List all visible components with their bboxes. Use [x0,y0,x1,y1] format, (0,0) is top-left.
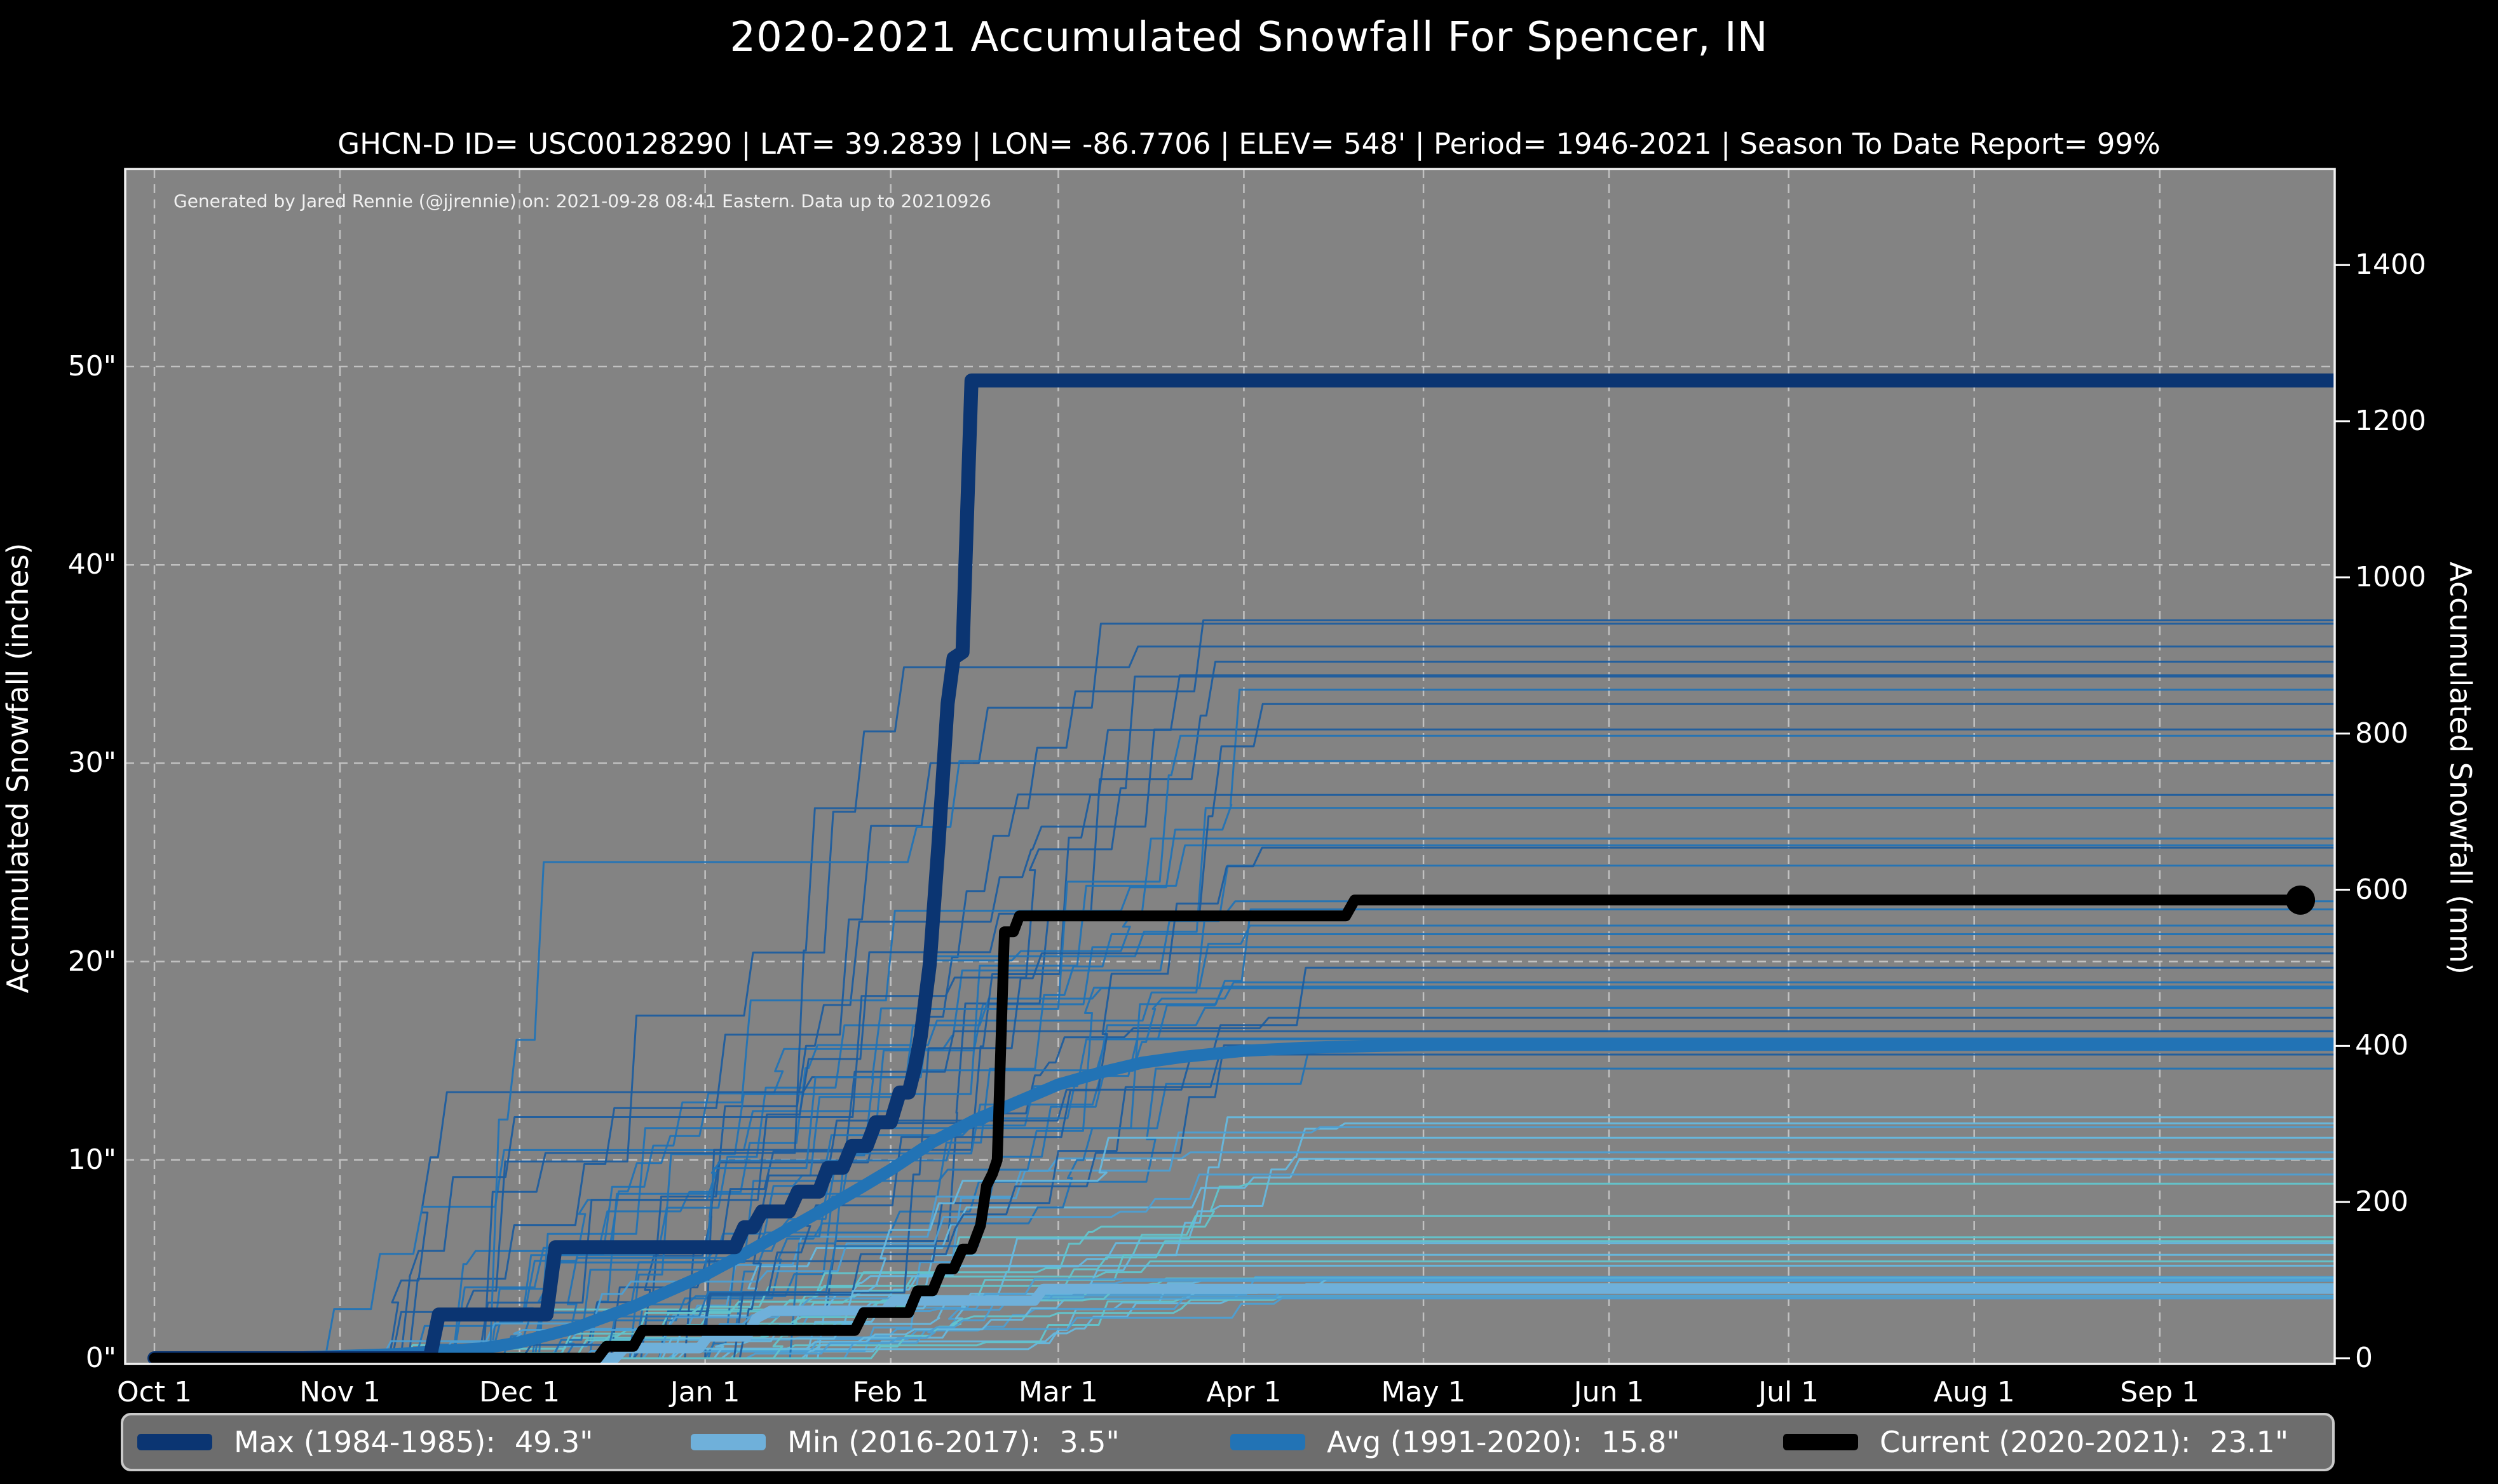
data-lines [147,373,2335,1364]
credit-annotation: Generated by Jared Rennie (@jjrennie) on… [173,191,991,212]
x-tick-label: Feb 1 [852,1376,929,1408]
series-max [147,373,2335,1364]
season-line [153,865,2335,1359]
season-line [153,1295,2335,1359]
x-tick-label: Jun 1 [1573,1376,1645,1408]
y-tick-label-mm: 400 [2355,1029,2408,1062]
x-tick-label: May 1 [1381,1376,1466,1408]
legend-value: 15.8" [1601,1425,1680,1459]
y-tick-label-inches: 30" [67,746,116,779]
legend: Max (1984-1985): 49.3" Min (2016-2017): 3.5… [121,1413,2335,1471]
x-tick-label: Dec 1 [479,1376,560,1408]
season-line [153,1122,2335,1359]
season-line [153,619,2335,1359]
legend-value: 49.3" [514,1425,594,1459]
legend-item-current: Current (2020-2021): 23.1" [1783,1415,2288,1469]
legend-item-min: Min (2016-2017): 3.5" [691,1415,1120,1469]
season-line [153,703,2335,1359]
legend-label: Min (2016-2017): [787,1425,1041,1459]
legend-swatch [137,1434,212,1450]
y-tick-label-mm: 0 [2355,1342,2373,1374]
gridlines [125,169,2335,1364]
x-tick-label: Mar 1 [1018,1376,1098,1408]
y-tick-label-mm: 600 [2355,873,2408,906]
y-tick-label-mm: 1000 [2355,560,2426,593]
plot-spines [124,168,2336,1365]
x-tick-label: Aug 1 [1933,1376,2015,1408]
x-tick-label: Sep 1 [2120,1376,2200,1408]
legend-label: Max (1984-1985): [234,1425,496,1459]
legend-label: Avg (1991-2020): [1327,1425,1582,1459]
x-tick-label: Oct 1 [116,1376,193,1408]
plot-background [125,169,2335,1364]
current-end-dot [2286,885,2316,915]
legend-item-max: Max (1984-1985): 49.3" [137,1415,593,1469]
season-line [153,924,2335,1359]
y-tick-label-mm: 1400 [2355,248,2426,281]
season-line [153,661,2335,1359]
legend-swatch [691,1434,766,1450]
right-axis-ticks [2335,264,2350,1359]
y-tick-label-inches: 10" [67,1143,116,1176]
legend-item-avg: Avg (1991-2020): 15.8" [1230,1415,1680,1469]
season-line [153,807,2335,1359]
series-avg [148,1039,2335,1364]
y-tick-label-mm: 1200 [2355,405,2426,438]
season-line [153,675,2335,1359]
y-tick-label-inches: 50" [67,350,116,382]
x-tick-label: Nov 1 [299,1376,381,1408]
legend-label: Current (2020-2021): [1880,1425,2191,1459]
y-tick-label-mm: 800 [2355,717,2408,750]
legend-swatch [1783,1434,1858,1450]
x-tick-label: Jul 1 [1758,1376,1819,1408]
series-current [149,894,2306,1364]
y-tick-label-mm: 200 [2355,1185,2408,1218]
legend-value: 23.1" [2210,1425,2289,1459]
x-tick-label: Jan 1 [670,1376,740,1408]
season-line [153,623,2335,1359]
season-line [153,1253,2335,1359]
legend-swatch [1230,1434,1305,1450]
x-tick-label: Apr 1 [1206,1376,1282,1408]
y-tick-label-inches: 20" [67,945,116,978]
season-line [153,645,2335,1359]
chart-subtitle: GHCN-D ID= USC00128290 | LAT= 39.2839 | … [337,127,2161,161]
y-tick-label-inches: 0" [85,1342,116,1374]
legend-value: 3.5" [1059,1425,1120,1459]
chart-title: 2020-2021 Accumulated Snowfall For Spenc… [730,14,1768,61]
y-tick-label-inches: 40" [67,548,116,581]
season-line [153,734,2335,1359]
